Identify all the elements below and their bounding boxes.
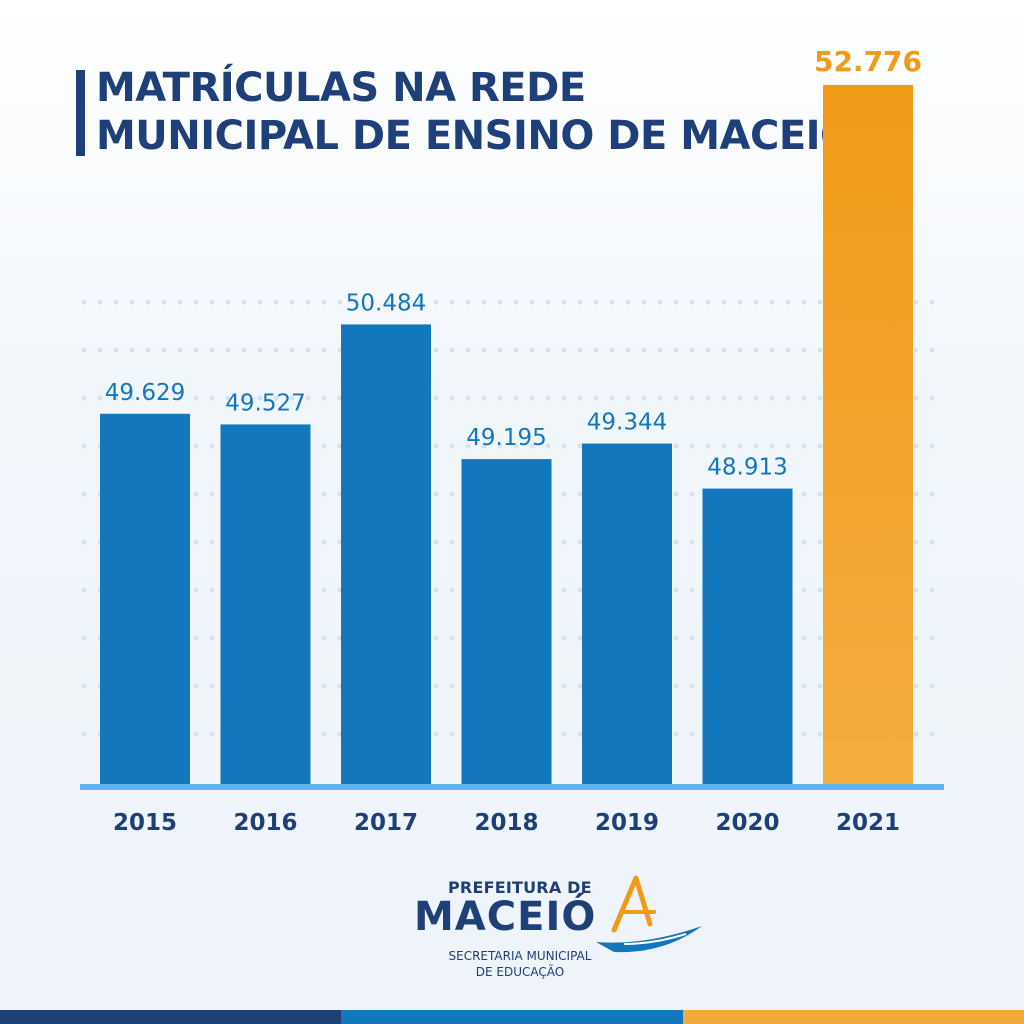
logo-dept-line-1: SECRETARIA MUNICIPAL [448,949,592,963]
x-tick-2015: 2015 [113,810,177,836]
logo-dept-line-2: DE EDUCAÇÃO [475,965,565,979]
logo-department: SECRETARIA MUNICIPAL DE EDUCAÇÃO [440,948,600,980]
title-accent-bar [76,70,85,156]
footer-color-strip [0,1010,1024,1024]
logo-line-1: PREFEITURA DE [448,878,592,897]
prefeitura-logo: PREFEITURA DE MACEIÓ SECRETARIA MUNICIPA… [410,872,710,982]
value-label-2016: 49.527 [225,390,305,416]
x-tick-2020: 2020 [715,810,779,836]
value-label-2019: 49.344 [587,410,667,436]
logo-wave-icon [596,875,702,953]
value-label-2017: 50.484 [346,290,426,316]
x-tick-2016: 2016 [233,810,297,836]
value-label-2020: 48.913 [707,455,787,481]
title-line-2: MUNICIPAL DE ENSINO DE MACEIÓ [96,113,854,159]
x-tick-2017: 2017 [354,810,418,836]
bar-2021 [823,84,913,784]
x-tick-2019: 2019 [595,810,659,836]
bar-2017 [341,324,431,784]
bar-2019 [582,443,672,784]
value-label-2021: 52.776 [814,45,922,78]
value-label-2018: 49.195 [466,425,546,451]
bar-2020 [702,488,793,784]
logo-city-name: MACEIÓ [414,894,597,940]
x-axis-baseline [80,784,944,790]
bar-2015 [100,413,190,784]
bar-2018 [461,459,552,784]
footer-stripe-3 [682,1010,1024,1024]
bar-chart: 49.629 2015 49.527 2016 50.484 2017 49.195 2018… [80,45,944,836]
page-title: MATRÍCULAS NA REDE MUNICIPAL DE ENSINO D… [96,64,854,160]
x-tick-2021: 2021 [836,810,900,836]
title-line-1: MATRÍCULAS NA REDE [96,65,586,111]
footer-stripe-2 [341,1010,683,1024]
bar-2016 [220,424,311,784]
value-label-2015: 49.629 [105,380,185,406]
footer-stripe-1 [0,1010,342,1024]
x-tick-2018: 2018 [474,810,538,836]
